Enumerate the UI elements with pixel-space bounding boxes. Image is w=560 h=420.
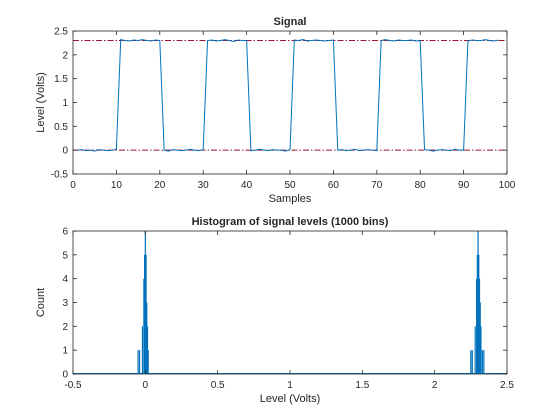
histogram-xtick-label-5: 2 [432,380,438,391]
histogram-xtick-label-2: 0.5 [211,380,225,391]
signal-plot-area [73,38,507,152]
histogram-ytick-label-3: 3 [62,298,68,309]
signal-axes-box [72,30,508,175]
signal-xtick-label-7: 70 [371,180,383,191]
histogram-xtick-label-4: 1.5 [355,380,369,391]
signal-ytick-label-0: -0.5 [51,170,69,181]
signal-ylabel: Level (Volts) [35,72,47,133]
signal-ytick-label-6: 2.5 [54,27,68,38]
histogram-ylabel: Count [35,288,47,317]
signal-xlabel: Samples [269,193,312,205]
signal-xtick-label-1: 10 [111,180,123,191]
signal-xtick-label-5: 50 [284,180,296,191]
signal-series-line-0 [77,38,499,152]
histogram-xtick-label-1: 0 [143,380,149,391]
histogram-xlabel: Level (Volts) [260,393,321,405]
signal-ytick-label-3: 1 [62,98,68,109]
histogram-ytick-label-4: 4 [62,274,68,285]
signal-xtick-label-0: 0 [70,180,76,191]
histogram-ytick-label-2: 2 [62,322,68,333]
histogram-xtick-label-0: -0.5 [64,380,82,391]
signal-title: Signal [273,16,306,28]
signal-xtick-label-6: 60 [328,180,340,191]
histogram-ytick-label-6: 6 [62,227,68,238]
signal-ytick-label-4: 1.5 [54,74,68,85]
signal-xtick-label-3: 30 [198,180,210,191]
histogram-xtick-label-3: 1 [287,380,293,391]
signal-axes: 0 10 20 30 40 50 60 70 80 90 100-0.500.511.522.5Si… [35,16,516,205]
signal-ytick-label-2: 0.5 [54,122,68,133]
signal-ytick-label-5: 2 [62,50,68,61]
signal-xtick-label-10: 100 [499,180,516,191]
signal-xtick-label-4: 40 [241,180,253,191]
histogram-title: Histogram of signal levels (1000 bins) [192,216,389,228]
histogram-plot-area [73,231,507,374]
signal-xtick-label-8: 80 [415,180,427,191]
signal-xtick-label-2: 20 [154,180,166,191]
histogram-ytick-label-1: 1 [62,346,68,357]
histogram-ytick-label-5: 5 [62,250,68,261]
histogram-ytick-label-0: 0 [62,370,68,381]
signal-xtick-label-9: 90 [458,180,470,191]
histogram-xtick-label-6: 2.5 [500,380,514,391]
signal-ytick-label-1: 0 [62,146,68,157]
